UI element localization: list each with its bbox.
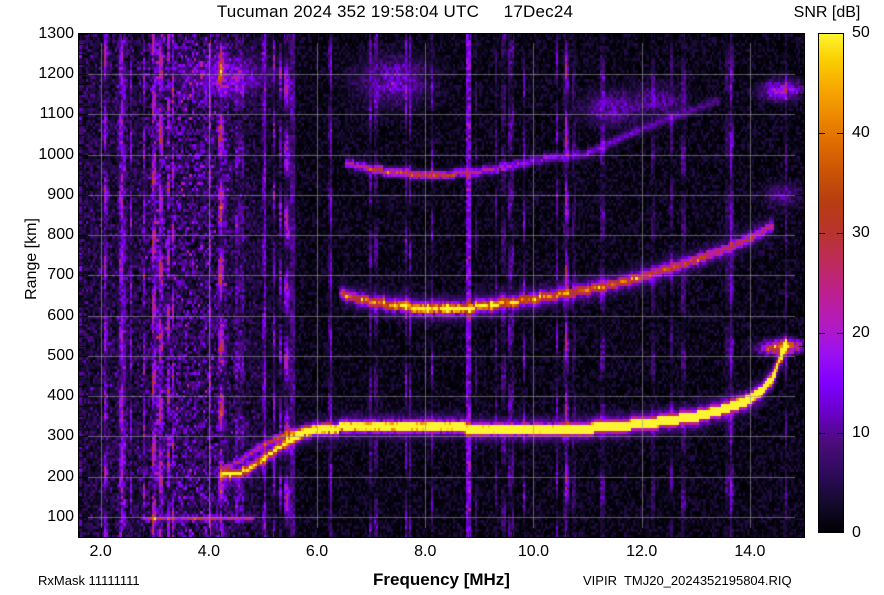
colorbar-tick-mark [837,333,844,334]
x-tick-label: 10.0 [517,543,550,560]
y-tick-label: 1300 [38,25,74,42]
colorbar-title: SNR [dB] [793,4,861,21]
colorbar-tick-mark [837,233,844,234]
ionogram-plot [78,33,805,538]
x-tick-label: 4.0 [197,543,220,560]
colorbar-tick-mark [837,133,844,134]
page-title: Tucuman 2024 352 19:58:04 UTC 17Dec24 [216,2,574,21]
x-tick-label: 2.0 [89,543,112,560]
colorbar-tick-label: 50 [852,24,870,41]
x-tick-label: 14.0 [734,543,766,560]
y-axis-ticks: 1300 1200 1100 1000 900 800 700 600 500 400 300 200… [0,0,74,595]
colorbar-tick-mark [818,233,825,234]
colorbar-tick-label: 10 [852,424,870,441]
colorbar-tick-label: 40 [852,124,870,141]
y-tick-label: 300 [47,427,74,445]
y-tick-label: 200 [47,467,74,485]
file-id-label: VIPIR TMJ20_2024352195804.RIQ [583,573,792,588]
y-tick-label: 800 [47,226,74,244]
y-tick-label: 500 [47,346,74,364]
y-tick-label: 400 [47,387,74,405]
x-tick-label: 8.0 [414,543,437,560]
colorbar-tick-mark [818,433,825,434]
rxmask-label: RxMask 11111111 [38,573,140,588]
colorbar [818,33,844,533]
x-axis-label: Frequency [MHz] [373,570,510,589]
y-tick-label: 700 [47,266,74,284]
colorbar-tick-label: 0 [852,524,861,541]
colorbar-tick-mark [818,133,825,134]
y-axis-label: Range [km] [23,218,40,300]
x-tick-label: 12.0 [626,543,658,560]
colorbar-tick-label: 30 [852,224,870,241]
y-tick-label: 100 [47,507,74,525]
y-tick-label: 1200 [38,65,74,83]
y-tick-label: 900 [47,185,74,203]
y-tick-label: 600 [47,306,74,324]
colorbar-tick-mark [818,333,825,334]
y-tick-label: 1100 [39,105,74,123]
ionogram-canvas [79,34,804,537]
y-tick-label: 1000 [38,145,74,163]
colorbar-tick-mark [837,433,844,434]
colorbar-tick-label: 20 [852,324,870,341]
x-tick-label: 6.0 [305,543,329,560]
